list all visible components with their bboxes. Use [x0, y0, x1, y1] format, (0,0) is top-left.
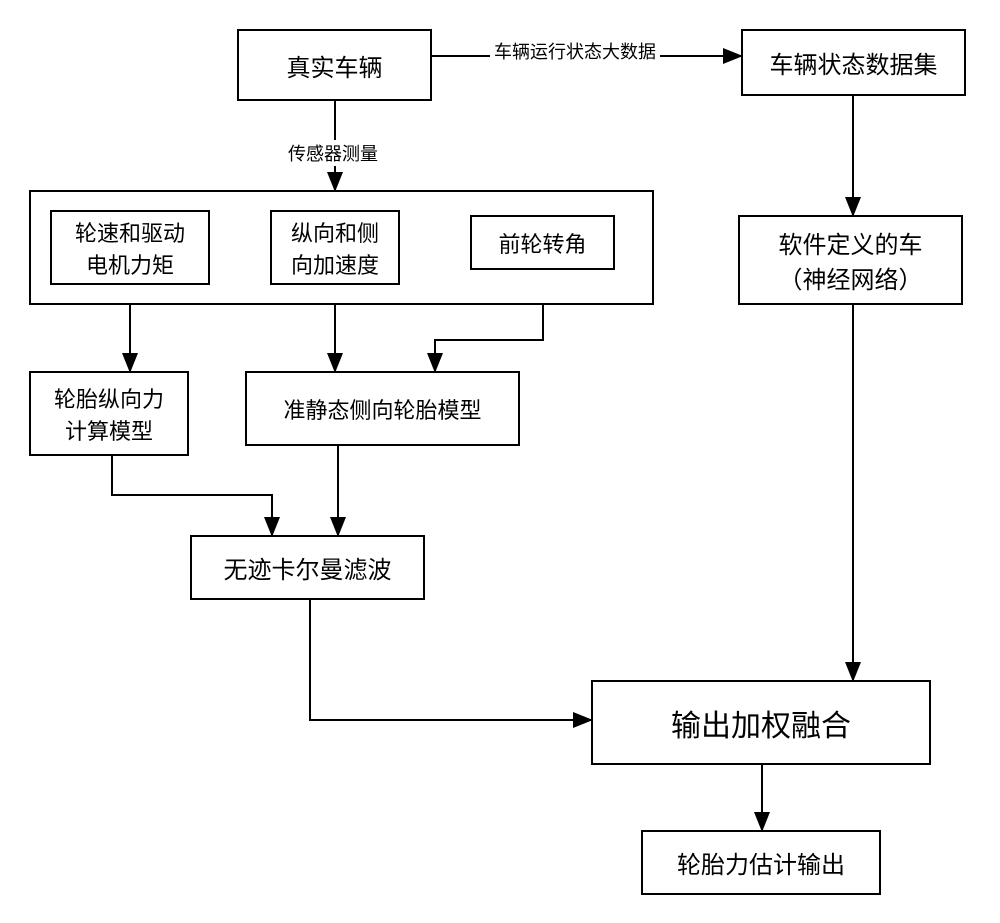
node-label: 前轮转角	[498, 227, 586, 259]
node-steer-angle: 前轮转角	[470, 215, 615, 270]
node-dataset: 车辆状态数据集	[741, 29, 966, 96]
node-label: 轮胎力估计输出	[677, 845, 845, 880]
node-label: 纵向和侧 向加速度	[291, 216, 379, 280]
node-sdc: 软件定义的车 （神经网络）	[738, 215, 963, 305]
node-accel: 纵向和侧 向加速度	[270, 210, 400, 285]
node-quasi-static: 准静态侧向轮胎模型	[245, 371, 520, 446]
node-label: 真实车辆	[287, 48, 383, 83]
node-ukf: 无迹卡尔曼滤波	[190, 535, 425, 600]
node-tire-long: 轮胎纵向力 计算模型	[29, 371, 189, 456]
edge-label-text: 传感器测量	[288, 144, 378, 164]
edge-label-sensor: 传感器测量	[284, 140, 382, 166]
node-label: 准静态侧向轮胎模型	[283, 393, 481, 425]
node-label: 无迹卡尔曼滤波	[224, 550, 392, 585]
node-label: 轮胎纵向力 计算模型	[54, 382, 164, 446]
node-label: 软件定义的车 （神经网络）	[779, 225, 923, 295]
node-fusion: 输出加权融合	[591, 680, 931, 765]
arrow-layer	[0, 0, 1000, 923]
node-label: 车辆状态数据集	[770, 45, 938, 80]
edge-label-bigdata: 车辆运行状态大数据	[490, 38, 660, 64]
node-wheel-speed: 轮速和驱动 电机力矩	[50, 210, 210, 285]
node-real-vehicle: 真实车辆	[237, 29, 432, 101]
node-output: 轮胎力估计输出	[641, 830, 881, 895]
node-label: 轮速和驱动 电机力矩	[75, 216, 185, 280]
node-label: 输出加权融合	[671, 701, 851, 745]
edge-label-text: 车辆运行状态大数据	[494, 42, 656, 62]
